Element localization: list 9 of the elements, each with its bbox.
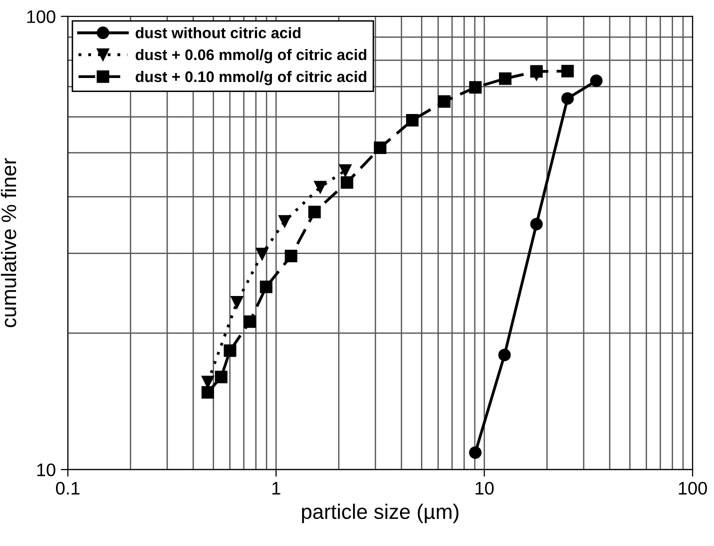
legend-label: dust + 0.06 mmol/g of citric acid xyxy=(136,48,366,64)
x-tick-label: 1 xyxy=(272,482,280,494)
legend-label: dust + 0.10 mmol/g of citric acid xyxy=(136,70,366,86)
x-tick-label: 10 xyxy=(476,482,494,495)
x-tick-label: 0.1 xyxy=(56,482,80,495)
x-tick-label: 100 xyxy=(678,482,707,495)
y-axis-title: cumulative % finer xyxy=(0,158,16,328)
legend-label: dust without citric acid xyxy=(136,27,300,38)
x-axis-title: particle size (µm) xyxy=(302,504,458,524)
